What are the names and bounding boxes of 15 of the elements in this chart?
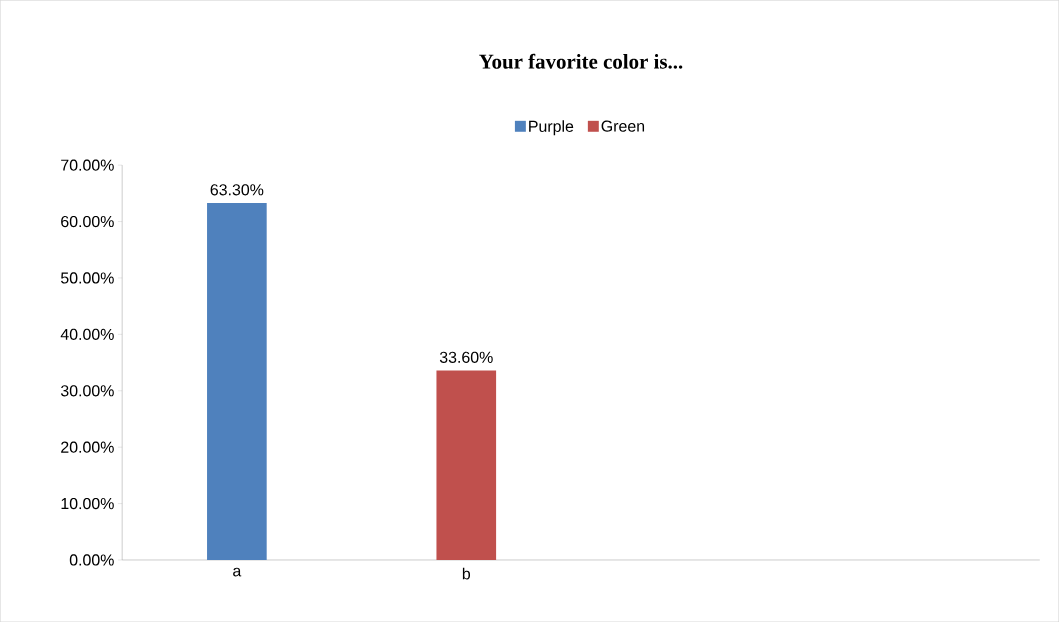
legend-label: Green	[601, 120, 645, 132]
y-tick-label: 50.00%	[60, 272, 114, 284]
y-tick-label: 70.00%	[61, 159, 114, 171]
chart-title: Your favorite color is...	[479, 53, 683, 69]
data-label: 33.60%	[439, 351, 493, 363]
y-tick-label: 10.00%	[61, 497, 114, 510]
legend-label: Purple	[529, 120, 574, 136]
x-tick-label: b	[462, 567, 471, 580]
y-tick-label: 40.00%	[60, 328, 114, 340]
data-label: 63.30%	[210, 184, 264, 196]
y-tick-label: 30.00%	[60, 385, 114, 397]
y-tick-label: 0.00%	[69, 554, 114, 566]
y-tick-label: 60.00%	[61, 215, 114, 228]
x-tick-label: a	[233, 567, 242, 577]
y-tick-label: 20.00%	[61, 441, 114, 453]
